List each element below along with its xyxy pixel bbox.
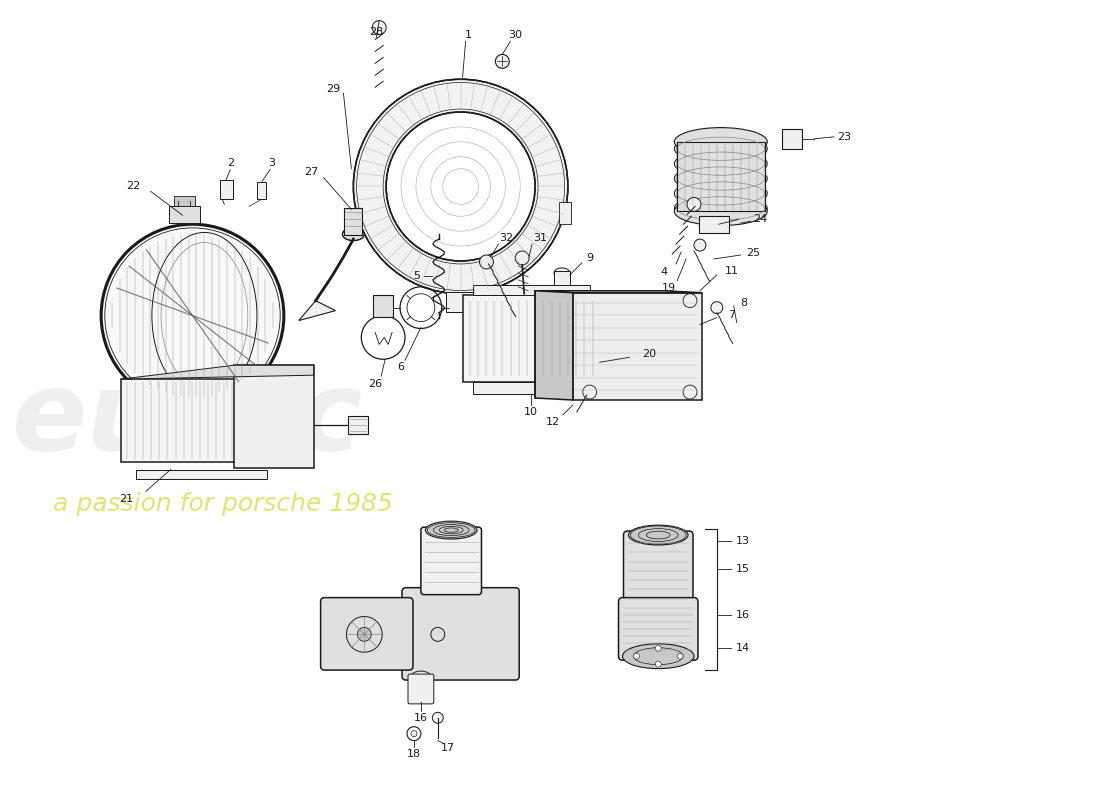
Text: 8: 8 — [740, 298, 747, 308]
FancyBboxPatch shape — [174, 197, 196, 206]
Text: 18: 18 — [407, 749, 421, 758]
Text: 25: 25 — [747, 248, 760, 258]
Circle shape — [101, 224, 284, 407]
Polygon shape — [535, 290, 573, 400]
Text: 29: 29 — [327, 84, 341, 94]
FancyBboxPatch shape — [234, 366, 313, 467]
Circle shape — [432, 712, 443, 723]
Circle shape — [583, 385, 596, 399]
Text: 6: 6 — [397, 362, 405, 372]
Text: 12: 12 — [546, 417, 560, 427]
Circle shape — [683, 294, 697, 308]
Text: 22: 22 — [125, 182, 140, 191]
FancyBboxPatch shape — [257, 182, 266, 199]
Ellipse shape — [342, 228, 364, 241]
Circle shape — [386, 112, 535, 261]
Text: 21: 21 — [119, 494, 133, 504]
FancyBboxPatch shape — [554, 271, 570, 290]
FancyBboxPatch shape — [624, 531, 693, 610]
Ellipse shape — [674, 194, 768, 222]
Circle shape — [353, 79, 568, 294]
Circle shape — [495, 54, 509, 68]
Text: 4: 4 — [661, 267, 668, 277]
Text: 16: 16 — [736, 610, 750, 619]
Text: 11: 11 — [725, 266, 739, 276]
Text: 5: 5 — [414, 271, 420, 281]
Ellipse shape — [674, 197, 768, 226]
FancyBboxPatch shape — [463, 294, 600, 382]
FancyBboxPatch shape — [573, 293, 702, 400]
FancyBboxPatch shape — [349, 416, 368, 434]
Circle shape — [683, 385, 697, 399]
Circle shape — [688, 198, 701, 211]
Text: 17: 17 — [441, 742, 454, 753]
Circle shape — [361, 315, 405, 359]
Polygon shape — [299, 301, 336, 321]
Text: 27: 27 — [305, 166, 319, 177]
Text: 10: 10 — [524, 407, 538, 417]
Circle shape — [515, 251, 529, 265]
Circle shape — [358, 627, 372, 642]
Text: 30: 30 — [508, 30, 522, 39]
Text: 16: 16 — [414, 713, 428, 722]
FancyBboxPatch shape — [446, 292, 475, 312]
Circle shape — [656, 646, 661, 651]
Ellipse shape — [554, 268, 570, 278]
Circle shape — [480, 255, 494, 269]
Ellipse shape — [674, 164, 768, 193]
Circle shape — [694, 239, 706, 251]
FancyBboxPatch shape — [320, 598, 412, 670]
Ellipse shape — [674, 128, 768, 156]
Text: 20: 20 — [642, 350, 657, 359]
Polygon shape — [535, 290, 702, 293]
Text: 7: 7 — [728, 310, 735, 319]
Circle shape — [372, 21, 386, 34]
FancyBboxPatch shape — [676, 142, 764, 211]
FancyBboxPatch shape — [408, 674, 433, 704]
FancyBboxPatch shape — [373, 294, 393, 317]
Text: 19: 19 — [662, 282, 676, 293]
Text: 9: 9 — [586, 253, 593, 263]
FancyBboxPatch shape — [136, 470, 267, 479]
Ellipse shape — [674, 179, 768, 208]
Ellipse shape — [674, 134, 768, 163]
FancyBboxPatch shape — [698, 216, 728, 233]
Text: a passion for porsche 1985: a passion for porsche 1985 — [54, 492, 394, 516]
FancyBboxPatch shape — [344, 208, 362, 235]
Circle shape — [634, 654, 639, 659]
FancyBboxPatch shape — [473, 382, 590, 394]
FancyBboxPatch shape — [220, 179, 233, 199]
Ellipse shape — [628, 525, 688, 545]
Circle shape — [678, 654, 683, 659]
Ellipse shape — [674, 150, 768, 178]
Text: 15: 15 — [736, 564, 750, 574]
Ellipse shape — [410, 671, 432, 685]
FancyBboxPatch shape — [121, 379, 238, 462]
Ellipse shape — [623, 644, 694, 669]
Circle shape — [656, 661, 661, 667]
FancyBboxPatch shape — [168, 206, 200, 223]
Text: 23: 23 — [837, 132, 851, 142]
Text: 32: 32 — [499, 233, 514, 243]
FancyBboxPatch shape — [421, 527, 482, 594]
FancyBboxPatch shape — [559, 202, 571, 224]
Circle shape — [711, 302, 723, 314]
Text: 1: 1 — [465, 30, 472, 39]
Ellipse shape — [554, 286, 570, 296]
Text: 3: 3 — [268, 158, 275, 168]
Polygon shape — [121, 366, 314, 379]
Text: 31: 31 — [534, 233, 547, 243]
FancyBboxPatch shape — [473, 285, 590, 294]
Text: 13: 13 — [736, 536, 750, 546]
Ellipse shape — [426, 521, 477, 539]
Text: 14: 14 — [736, 643, 750, 654]
Text: 24: 24 — [754, 214, 768, 224]
FancyBboxPatch shape — [402, 588, 519, 680]
Text: euroc: euroc — [12, 366, 363, 474]
Text: 28: 28 — [370, 26, 383, 37]
Text: 2: 2 — [227, 158, 234, 168]
FancyBboxPatch shape — [618, 598, 698, 660]
Text: 26: 26 — [368, 379, 383, 389]
FancyBboxPatch shape — [782, 129, 802, 149]
